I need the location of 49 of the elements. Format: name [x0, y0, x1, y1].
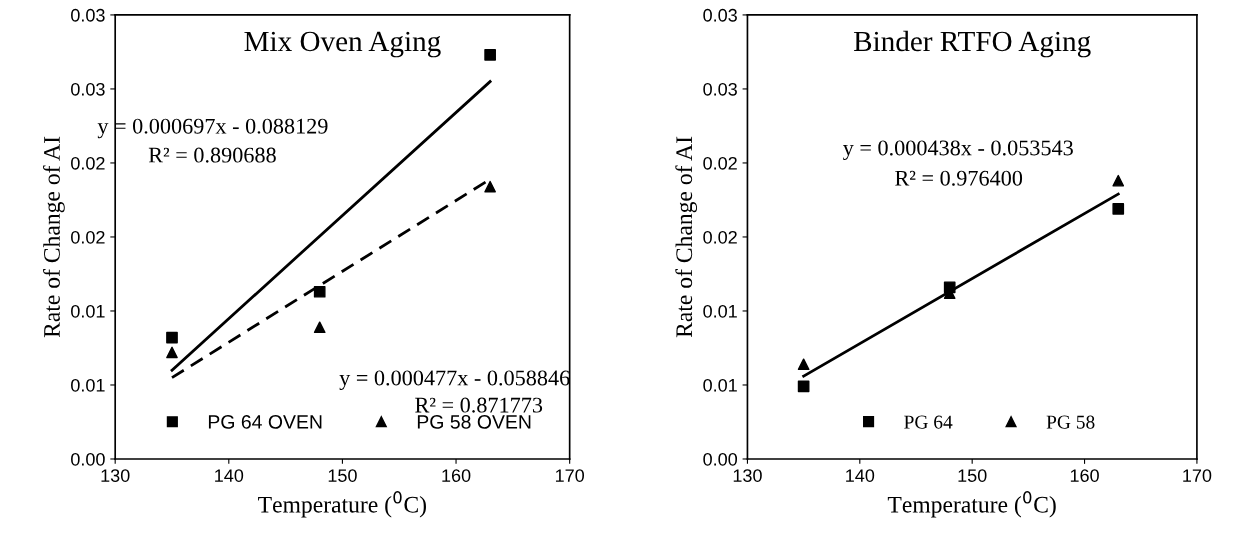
- y-tick-label: 0.03: [71, 8, 105, 22]
- y-axis-title: Rate of Change of AI: [43, 136, 65, 338]
- x-tick-label: 160: [1070, 469, 1099, 482]
- annotation: y = 0.000438x - 0.053543: [842, 140, 1073, 160]
- y-tick-label: 0.00: [71, 452, 105, 466]
- y-tick-label: 0.02: [703, 156, 737, 170]
- point: [313, 285, 326, 298]
- x-tick-label: 130: [101, 469, 130, 482]
- x-tick-label: 170: [555, 469, 585, 482]
- y-axis-title: Rate of Change of AI: [675, 136, 698, 338]
- x-tick-label: 160: [442, 469, 471, 482]
- legend-label: PG 58: [1046, 415, 1095, 429]
- x-axis-title: Temperature ($^{0}$C): [887, 491, 1056, 518]
- y-tick-label: 0.02: [71, 230, 105, 244]
- point: [797, 380, 810, 393]
- point: [166, 346, 178, 359]
- x-tick-label: 140: [846, 469, 875, 482]
- x-axis-title: Temperature ($^{0}$C): [258, 491, 426, 518]
- y-tick-label: 0.01: [703, 304, 737, 318]
- x-tick-label: 150: [958, 469, 987, 482]
- y-tick-label: 0.01: [71, 378, 105, 392]
- point: [484, 49, 496, 61]
- point: [484, 180, 496, 193]
- point: [1112, 174, 1125, 187]
- legend-label: PG 64 OVEN: [208, 415, 322, 429]
- point: [166, 331, 178, 344]
- y-tick-label: 0.01: [71, 304, 105, 318]
- x-tick-label: 170: [1183, 469, 1212, 482]
- annotation: R² = 0.890688: [148, 147, 276, 163]
- point: [797, 358, 810, 371]
- x-tick-label: 140: [215, 469, 244, 482]
- x-tick-label: 150: [328, 469, 357, 482]
- annotation: y = 0.000477x - 0.058846: [339, 370, 570, 391]
- y-tick-label: 0.01: [703, 378, 737, 392]
- y-tick-label: 0.03: [71, 82, 105, 96]
- y-tick-label: 0.03: [703, 8, 737, 22]
- chart-title: Binder RTFO Aging: [853, 30, 1091, 58]
- y-tick-label: 0.02: [703, 230, 737, 244]
- y-tick-label: 0.03: [703, 82, 737, 96]
- point: [313, 321, 326, 334]
- y-tick-label: 0.02: [71, 156, 105, 170]
- point: [1112, 202, 1125, 215]
- x-tick-label: 130: [733, 469, 762, 482]
- legend-label: PG 58 OVEN: [417, 415, 531, 429]
- legend-label: PG 64: [904, 415, 953, 429]
- annotation: R² = 0.871773: [415, 397, 543, 413]
- text: Mix Oven Aging: [244, 31, 441, 58]
- y-tick-label: 0.00: [703, 452, 738, 466]
- annotation: R² = 0.976400: [895, 170, 1023, 186]
